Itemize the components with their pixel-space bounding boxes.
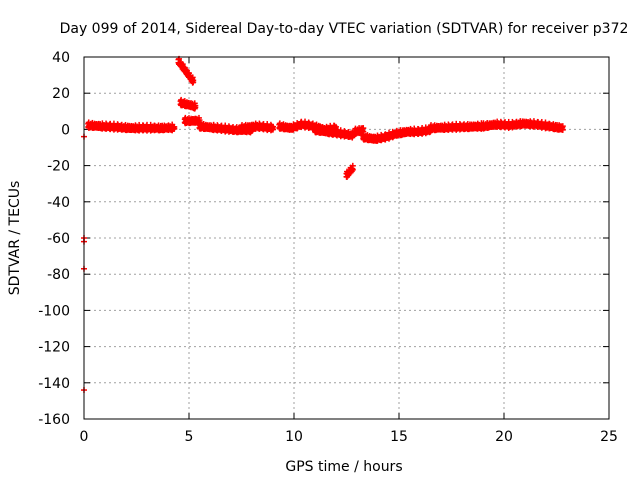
y-tick-label: -80 (47, 267, 70, 283)
y-tick-label: -40 (47, 195, 70, 211)
data-point (270, 126, 276, 133)
x-tick-label: 5 (185, 429, 194, 445)
x-tick-label: 25 (600, 429, 618, 445)
y-tick-label: 0 (61, 122, 70, 138)
y-tick-label: 20 (52, 86, 70, 102)
y-tick-label: -160 (38, 412, 70, 428)
x-tick-label: 20 (495, 429, 513, 445)
y-tick-label: -60 (47, 231, 70, 247)
y-axis-label: SDTVAR / TECUs (7, 181, 23, 296)
data-point (358, 131, 365, 138)
axis-ticks: 0 5 10 15 20 25 -160 -140 -120 -100 -80 -60 -40 -20 0 2… (38, 50, 618, 445)
data-point (333, 130, 339, 137)
y-tick-label: -20 (47, 159, 70, 175)
plot-frame (83, 56, 610, 420)
data-point (192, 104, 199, 111)
y-tick-label: -100 (38, 303, 70, 319)
y-tick-label: -140 (38, 376, 70, 392)
x-tick-label: 15 (390, 429, 408, 445)
y-tick-label: 40 (52, 50, 70, 66)
data-point (190, 79, 197, 86)
data-series (81, 55, 566, 394)
data-point (559, 126, 566, 133)
x-axis-label: GPS time / hours (285, 459, 402, 475)
grid-lines (84, 57, 609, 419)
chart-title: Day 099 of 2014, Sidereal Day-to-day VTE… (60, 21, 629, 37)
x-tick-label: 0 (80, 429, 89, 445)
data-point (171, 125, 178, 132)
x-tick-label: 10 (285, 429, 303, 445)
data-point (349, 166, 356, 173)
y-tick-label: -120 (38, 340, 70, 356)
